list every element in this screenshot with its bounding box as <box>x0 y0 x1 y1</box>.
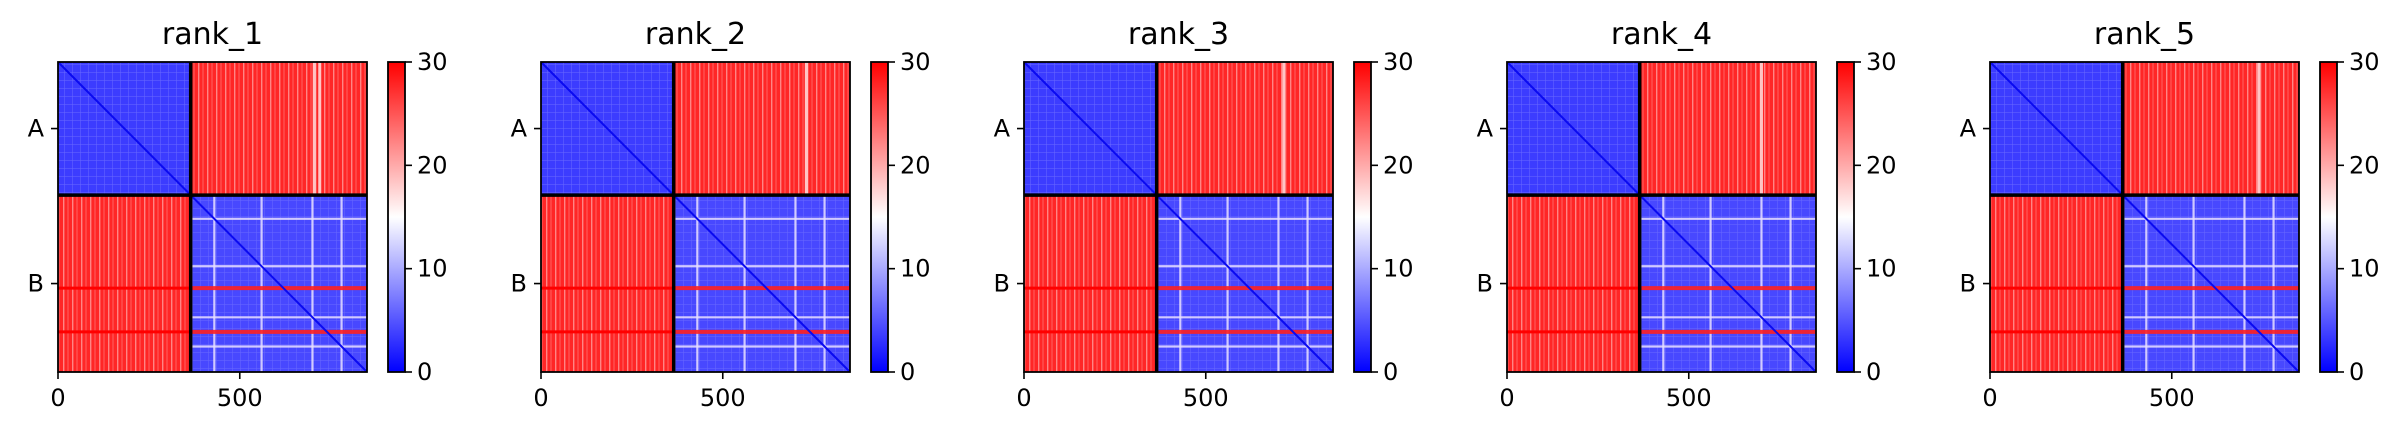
colorbar-tick-label: 0 <box>900 358 915 386</box>
heatmap-panel-2: rank_2 A B 0 500 0 10 20 30 <box>511 17 931 412</box>
colorbar-tick-label: 30 <box>900 48 931 76</box>
colorbar-tick-label: 10 <box>900 255 931 283</box>
colorbar-tick-label: 30 <box>1383 48 1414 76</box>
colorbar-tick-label: 0 <box>2349 358 2364 386</box>
block-ab-texture <box>190 62 367 196</box>
colorbar-tick-label: 30 <box>2349 48 2380 76</box>
colorbar <box>2320 62 2337 372</box>
diagonal <box>540 61 851 373</box>
colorbar-tick-label: 0 <box>1866 358 1881 386</box>
heatmap-panel-1: rank_1 A B 0 500 0 10 20 30 <box>28 17 448 412</box>
block-ba-texture <box>1507 195 1640 372</box>
x-tick-label: 500 <box>2149 384 2195 412</box>
heatmap-panel-3: rank_3 A B 0 500 0 10 20 30 <box>994 17 1414 412</box>
diagonal <box>1506 61 1817 373</box>
colorbar-tick-label: 20 <box>2349 151 2380 179</box>
y-tick-label: B <box>28 270 44 298</box>
colorbar-tick-label: 10 <box>1866 255 1897 283</box>
colorbar-tick-label: 20 <box>1383 151 1414 179</box>
x-tick-label: 0 <box>533 384 548 412</box>
diagonal <box>1023 61 1334 373</box>
colorbar-frame <box>1836 61 1855 373</box>
colorbar-frame <box>1353 61 1372 373</box>
colorbar <box>871 62 888 372</box>
y-tick-label: B <box>994 270 1010 298</box>
x-tick-label: 0 <box>50 384 65 412</box>
axes-frame <box>1506 61 1817 373</box>
y-tick-label: B <box>1960 270 1976 298</box>
colorbar-frame <box>387 61 406 373</box>
panel-title: rank_3 <box>1128 17 1229 52</box>
colorbar-tick-label: 20 <box>1866 151 1897 179</box>
colorbar-tick-label: 30 <box>1866 48 1897 76</box>
colorbar <box>1354 62 1371 372</box>
panel-title: rank_5 <box>2094 17 2195 52</box>
y-tick-label: A <box>1477 115 1494 143</box>
axes-frame <box>57 61 368 373</box>
block-ba-texture <box>1990 195 2123 372</box>
block-ba-texture <box>541 195 674 372</box>
colorbar-tick-label: 20 <box>900 151 931 179</box>
colorbar-tick-label: 20 <box>417 151 448 179</box>
x-tick-label: 0 <box>1982 384 1997 412</box>
block-ab-texture <box>1156 62 1333 196</box>
y-tick-label: A <box>511 115 528 143</box>
x-tick-label: 500 <box>1666 384 1712 412</box>
colorbar <box>388 62 405 372</box>
x-tick-label: 500 <box>1183 384 1229 412</box>
panel-title: rank_2 <box>645 17 746 52</box>
block-ba-texture <box>1024 195 1157 372</box>
axes-frame <box>1023 61 1334 373</box>
heatmap-panel-5: rank_5 A B 0 500 0 10 20 30 <box>1960 17 2380 412</box>
y-tick-label: A <box>28 115 45 143</box>
colorbar <box>1837 62 1854 372</box>
y-tick-label: A <box>1960 115 1977 143</box>
block-ba-texture <box>58 195 191 372</box>
panel-title: rank_1 <box>162 17 263 52</box>
y-tick-label: A <box>994 115 1011 143</box>
colorbar-tick-label: 0 <box>1383 358 1398 386</box>
y-tick-label: B <box>1477 270 1493 298</box>
diagonal <box>1989 61 2300 373</box>
colorbar-tick-label: 30 <box>417 48 448 76</box>
axes-frame <box>1989 61 2300 373</box>
axes-frame <box>540 61 851 373</box>
colorbar-tick-label: 10 <box>2349 255 2380 283</box>
colorbar-tick-label: 10 <box>1383 255 1414 283</box>
block-ab-texture <box>2122 62 2299 196</box>
panel-title: rank_4 <box>1611 17 1712 52</box>
y-tick-label: B <box>511 270 527 298</box>
block-ab-texture <box>1639 62 1816 196</box>
x-tick-label: 0 <box>1499 384 1514 412</box>
colorbar-frame <box>870 61 889 373</box>
heatmap-panel-4: rank_4 A B 0 500 0 10 20 30 <box>1477 17 1897 412</box>
colorbar-frame <box>2319 61 2338 373</box>
x-tick-label: 500 <box>217 384 263 412</box>
diagonal <box>57 61 368 373</box>
block-ab-texture <box>673 62 850 196</box>
colorbar-tick-label: 0 <box>417 358 432 386</box>
x-tick-label: 0 <box>1016 384 1031 412</box>
colorbar-tick-label: 10 <box>417 255 448 283</box>
x-tick-label: 500 <box>700 384 746 412</box>
